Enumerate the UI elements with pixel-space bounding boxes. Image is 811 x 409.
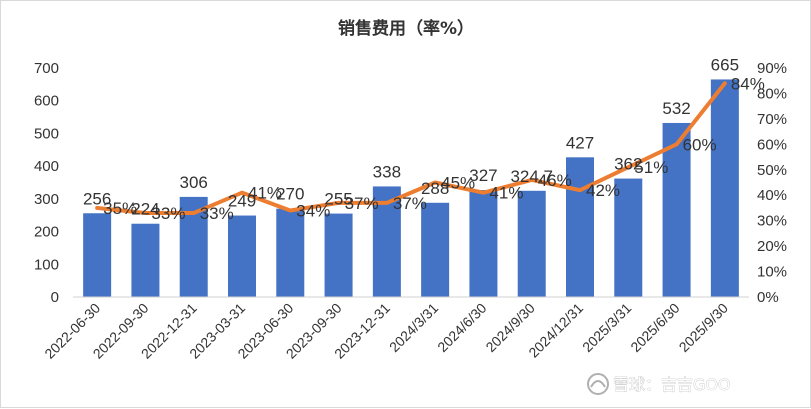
line-value-label: 46% [538,171,572,190]
line-value-label: 60% [683,135,717,154]
snowball-logo-icon [588,374,608,394]
x-tick-label: 2025/3/31 [579,300,635,356]
chart-title: 销售费用（率%） [338,18,474,39]
bar-value-label: 306 [180,173,208,192]
bar [83,213,111,297]
line-value-label: 33% [200,204,234,223]
y-right-tick-label: 10% [757,264,787,281]
y-axis-right: 0%10%20%30%40%50%60%70%80%90% [757,60,787,306]
bar [518,191,546,297]
bar [711,79,739,297]
line-value-label: 34% [296,201,330,220]
y-right-tick-label: 40% [757,187,787,204]
bar-value-label: 338 [373,162,401,181]
line-value-label: 41% [248,184,282,203]
bar-value-label: 532 [662,99,690,118]
bar [228,216,256,297]
line-value-label: 41% [489,184,523,203]
line-value-label: 37% [393,194,427,213]
line-value-label: 45% [441,174,475,193]
line-value-label: 42% [586,181,620,200]
y-left-tick-label: 700 [34,60,59,77]
y-right-tick-label: 70% [757,111,787,128]
x-tick-label: 2025/6/30 [627,300,683,356]
line-value-label: 35% [103,199,137,218]
x-tick-label: 2024/6/30 [434,300,490,356]
y-left-tick-label: 400 [34,158,59,175]
y-left-tick-label: 300 [34,191,59,208]
watermark-text: 雪球：吉吉GOO [613,375,731,394]
bar-value-label: 427 [566,133,594,152]
bar [276,209,304,297]
x-tick-label: 2025/9/30 [676,300,732,356]
x-axis: 2022-06-302022-09-302022-12-312023-03-31… [41,297,749,362]
y-right-tick-label: 50% [757,162,787,179]
line-value-label: 33% [151,204,185,223]
bar [421,203,449,297]
watermark: 雪球：吉吉GOO [588,374,731,394]
line-value-label: 37% [345,194,379,213]
y-axis-left: 0 100 200 300 400 500 600 700 [34,60,59,306]
x-tick-label: 2024/3/31 [386,300,442,356]
y-right-tick-label: 30% [757,213,787,230]
y-left-tick-label: 600 [34,93,59,110]
y-right-tick-label: 20% [757,238,787,255]
bar [325,214,353,297]
line-value-label: 84% [731,74,765,93]
y-left-tick-label: 500 [34,125,59,142]
y-left-tick-label: 200 [34,224,59,241]
y-right-tick-label: 0% [757,289,779,306]
y-left-tick-label: 100 [34,256,59,273]
line-value-label: 51% [634,158,668,177]
bar [469,190,497,297]
bar-value-label: 665 [711,55,739,74]
bar [131,224,159,297]
y-right-tick-label: 60% [757,136,787,153]
y-left-tick-label: 0 [51,289,59,306]
